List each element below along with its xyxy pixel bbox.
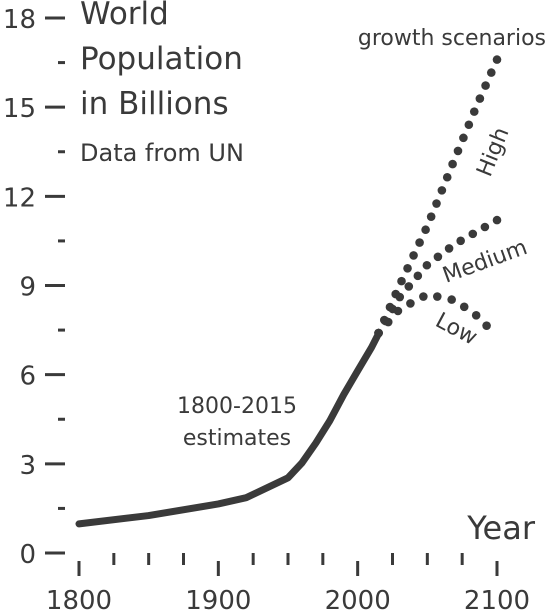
series-high-point xyxy=(475,94,485,103)
chart-title-line1: World xyxy=(80,0,169,32)
series-low-point xyxy=(433,292,442,301)
y-tick-label: 6 xyxy=(19,362,36,392)
chart-source-note: Data from UN xyxy=(80,139,244,167)
y-tick-label: 3 xyxy=(19,451,36,481)
series-high-point xyxy=(486,68,496,77)
series-medium-point xyxy=(492,215,502,225)
series-medium-point xyxy=(395,292,405,302)
series-low-point xyxy=(393,306,403,316)
series-label-high: High xyxy=(472,124,514,180)
series-high-point xyxy=(415,238,424,247)
series-high-point xyxy=(397,276,406,286)
x-tick-label: 1800 xyxy=(46,586,112,611)
series-high-point xyxy=(448,159,457,169)
series-high-point xyxy=(464,120,474,130)
series-high-point xyxy=(481,81,490,90)
y-tick-label: 9 xyxy=(19,273,36,303)
y-tick-label: 18 xyxy=(3,5,36,35)
estimates-label-line2: estimates xyxy=(183,426,291,451)
series-low-point xyxy=(471,311,481,320)
series-low-point xyxy=(383,317,393,327)
x-tick-label: 1900 xyxy=(185,586,251,611)
x-tick-label: 2000 xyxy=(325,586,391,611)
series-estimates-line xyxy=(75,330,383,528)
y-axis-ticks: 0 3 6 9 12 15 18 xyxy=(3,5,65,570)
series-high-point xyxy=(469,107,479,116)
estimates-label-line1: 1800-2015 xyxy=(177,394,297,419)
series-low-point xyxy=(419,292,428,301)
series-high-point xyxy=(426,212,436,221)
series-label-medium: Medium xyxy=(440,235,531,289)
series-medium-point xyxy=(422,260,432,270)
y-tick-label: 15 xyxy=(3,94,36,124)
series-low-point xyxy=(482,321,491,330)
series-high-point xyxy=(432,199,441,208)
series-medium-point xyxy=(468,229,478,239)
series-high-point xyxy=(437,186,447,195)
series-layer xyxy=(75,55,502,528)
series-low-point xyxy=(406,299,415,308)
x-axis-label: Year xyxy=(466,509,536,547)
series-medium-point xyxy=(404,282,414,291)
y-tick-label: 12 xyxy=(3,183,36,213)
chart-title-line3: in Billions xyxy=(80,86,229,122)
x-tick-label: 2100 xyxy=(464,586,530,611)
y-tick-label: 0 xyxy=(19,540,36,570)
series-low-point xyxy=(374,328,383,338)
series-high-point xyxy=(459,133,468,143)
series-high-point xyxy=(453,146,463,156)
series-low-point xyxy=(447,295,456,304)
scenarios-label: growth scenarios xyxy=(358,26,546,51)
series-medium-point xyxy=(433,252,443,262)
series-medium-point xyxy=(480,222,490,232)
series-high-point xyxy=(492,55,502,64)
series-low-point xyxy=(459,302,469,312)
series-medium-point xyxy=(413,271,423,281)
series-high-point xyxy=(409,251,418,260)
series-high-point xyxy=(421,225,430,235)
series-medium-point xyxy=(456,236,465,246)
series-high-point xyxy=(442,172,452,182)
series-high-point xyxy=(403,263,412,273)
x-axis-ticks: 1800 1900 2000 2100 xyxy=(46,553,530,611)
chart-title-line2: Population xyxy=(80,41,243,77)
series-medium-point xyxy=(444,244,454,253)
